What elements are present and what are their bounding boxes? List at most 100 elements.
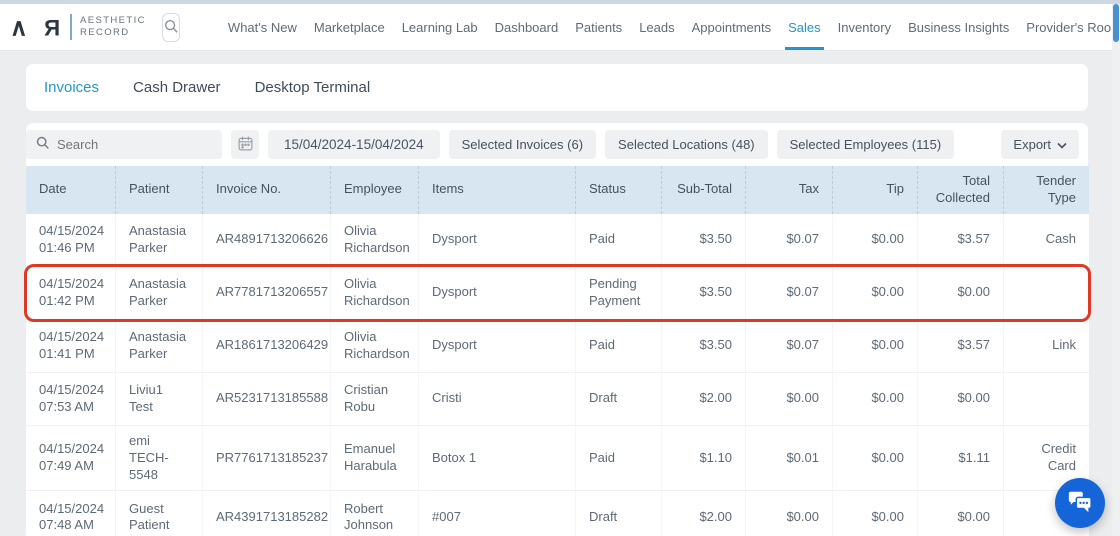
column-header-status: Status [576,166,662,214]
cell-tender-type [1004,266,1089,319]
cell-status: Paid [576,213,662,266]
cell-invoice-no: PR7761713185237 [203,425,331,491]
cell-patient: Anastasia Parker [116,319,203,372]
column-header-sub-total: Sub-Total [662,166,746,214]
cell-tax: $0.01 [746,425,833,491]
cell-tax: $0.00 [746,372,833,425]
cell-tax: $0.07 [746,266,833,319]
main-content: Invoices Cash Drawer Desktop Terminal [0,51,1120,536]
nav-item-provider-s-room[interactable]: Provider's Room [1026,19,1120,35]
table-row[interactable]: 04/15/2024 07:53 AM Liviu1 Test AR52317131… [26,372,1089,426]
logo-text-line2: RECORD [80,27,130,38]
cell-sub-total: $3.50 [662,319,746,372]
live-chat-button[interactable] [1055,478,1105,528]
global-search-button[interactable] [161,12,180,42]
cell-invoice-no: AR7781713206557 [203,266,331,319]
search-input[interactable] [57,137,213,152]
column-header-tender-type: Tender Type [1036,173,1076,205]
chip-selected-locations[interactable]: Selected Locations (48) [605,130,768,159]
cell-date: 04/15/2024 07:49 AM [26,425,116,491]
cell-status: Draft [576,491,662,536]
svg-text:∧: ∧ [10,14,28,40]
column-header-total-collected: Total Collected [918,166,1004,214]
nav-item-patients[interactable]: Patients [575,19,623,35]
cell-items: Dysport [419,266,576,319]
nav-item-inventory[interactable]: Inventory [837,19,892,35]
nav-item-dashboard[interactable]: Dashboard [494,19,559,35]
cell-tip: $0.00 [833,266,918,319]
main-navigation: What's New Marketplace Learning Lab Dashboa… [228,4,1120,50]
cell-patient: Guest Patient [116,491,203,536]
search-icon [163,18,179,37]
nav-item-appointments[interactable]: Appointments [691,19,772,35]
column-header-date: Date [26,166,116,214]
logo-mark-icon: ∧ R [10,14,62,40]
nav-item-learning-lab[interactable]: Learning Lab [401,19,478,35]
brand-logo[interactable]: ∧ R AESTHETIC RECORD [10,14,146,40]
chip-selected-invoices[interactable]: Selected Invoices (6) [448,130,597,159]
cell-total-collected: $1.11 [918,425,1004,491]
table-row[interactable]: 04/15/2024 01:41 PM Anastasia Parker AR186… [26,319,1089,373]
cell-status: Paid [576,319,662,372]
nav-item-what-s-new[interactable]: What's New [227,19,297,35]
column-header-items: Items [419,166,576,214]
table-row[interactable]: 04/15/2024 01:42 PM Anastasia Parker AR778… [24,263,1091,322]
export-button[interactable]: Export [1001,130,1079,159]
filter-chips: Selected Invoices (6) Selected Locations … [448,130,955,159]
page-scrollbar[interactable] [1112,4,1120,536]
sales-tabs-card: Invoices Cash Drawer Desktop Terminal [25,63,1089,112]
cell-tax: $0.00 [746,491,833,536]
invoices-panel: 15/04/2024-15/04/2024 Selected Invoices … [24,122,1091,536]
cell-sub-total: $1.10 [662,425,746,491]
column-header-tip: Tip [833,166,918,214]
table-row[interactable]: 04/15/2024 01:46 PM Anastasia Parker AR489… [26,213,1089,267]
tab-invoices[interactable]: Invoices [44,79,100,96]
export-label: Export [1013,137,1051,152]
svg-text:R: R [44,15,60,40]
scrollbar-thumb[interactable] [1113,4,1119,42]
cell-patient: Anastasia Parker [116,213,203,266]
cell-employee: Cristian Robu [331,372,419,425]
nav-item-sales[interactable]: Sales [785,4,824,50]
invoice-search-box[interactable] [26,130,222,159]
cell-tip: $0.00 [833,425,918,491]
table-row[interactable]: 04/15/2024 07:48 AM Guest Patient AR439171… [26,491,1089,536]
column-header-patient: Patient [116,166,203,214]
cell-tax: $0.07 [746,319,833,372]
column-header-tax: Tax [746,166,833,214]
nav-item-business-insights[interactable]: Business Insights [908,19,1010,35]
cell-items: Dysport [419,319,576,372]
cell-date: 04/15/2024 01:42 PM [26,266,116,319]
search-icon [35,135,50,155]
cell-total-collected: $0.00 [918,266,1004,319]
cell-date: 04/15/2024 01:41 PM [26,319,116,372]
cell-items: Botox 1 [419,425,576,491]
cell-tender-type [1004,373,1089,425]
cell-tender-type: Link [1052,337,1076,353]
cell-patient: emi TECH-5548 [116,425,203,491]
chevron-down-icon [1057,137,1067,152]
cell-date: 04/15/2024 01:46 PM [26,213,116,266]
calendar-button[interactable] [231,130,259,159]
cell-sub-total: $2.00 [662,372,746,425]
column-header-invoice-no: Invoice No. [203,166,331,214]
chip-selected-employees[interactable]: Selected Employees (115) [776,130,955,159]
cell-date: 04/15/2024 07:53 AM [26,372,116,425]
filter-toolbar: 15/04/2024-15/04/2024 Selected Invoices … [26,130,1088,159]
cell-tender-type: Credit Card [1041,441,1076,474]
cell-items: #007 [419,491,576,536]
nav-item-leads[interactable]: Leads [639,19,675,35]
cell-employee: Olivia Richardson [331,213,419,266]
cell-tip: $0.00 [833,213,918,266]
tab-cash-drawer[interactable]: Cash Drawer [133,79,221,96]
cell-items: Dysport [419,213,576,266]
tab-desktop-terminal[interactable]: Desktop Terminal [254,79,371,96]
nav-item-marketplace[interactable]: Marketplace [313,19,385,35]
calendar-icon [237,135,254,155]
cell-invoice-no: AR4891713206626 [203,213,331,266]
date-range-field[interactable]: 15/04/2024-15/04/2024 [268,130,440,159]
cell-employee: Olivia Richardson [331,266,419,319]
table-row[interactable]: 04/15/2024 07:49 AM emi TECH-5548 PR776171… [26,425,1089,492]
cell-sub-total: $3.50 [662,213,746,266]
